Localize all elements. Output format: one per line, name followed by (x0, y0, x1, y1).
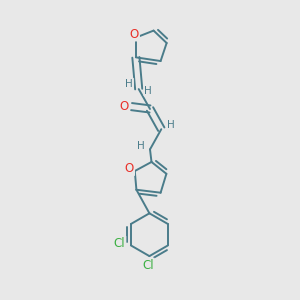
Text: Cl: Cl (114, 236, 125, 250)
Text: Cl: Cl (142, 259, 154, 272)
Text: O: O (120, 100, 129, 113)
Text: H: H (125, 79, 133, 89)
Text: H: H (144, 85, 152, 96)
Text: O: O (125, 162, 134, 175)
Text: H: H (167, 120, 175, 130)
Text: H: H (136, 141, 144, 152)
Text: O: O (130, 28, 139, 40)
